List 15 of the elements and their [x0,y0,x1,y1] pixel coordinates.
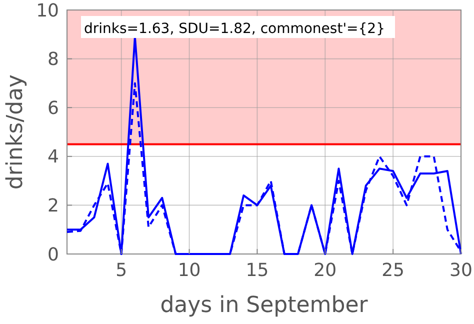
annotation: drinks=1.63, SDU=1.82, commonest'={2} [84,21,385,37]
y-tick-label: 8 [48,49,59,70]
y-tick-label: 6 [48,98,59,119]
y-tick-label: 10 [36,0,59,22]
y-tick-label: 2 [48,196,59,216]
x-tick-label: 25 [382,260,405,281]
y-tick-label: 0 [48,244,59,266]
x-tick-label: 20 [314,260,337,281]
y-tick-label: 4 [48,146,59,168]
x-axis-title: days in September [160,293,369,318]
x-tick-label: 30 [450,260,472,281]
x-tick-label: 5 [116,260,128,281]
y-axis-title: drinks/day [3,74,28,190]
x-tick-label: 10 [178,260,201,281]
x-tick-label: 15 [246,260,269,281]
